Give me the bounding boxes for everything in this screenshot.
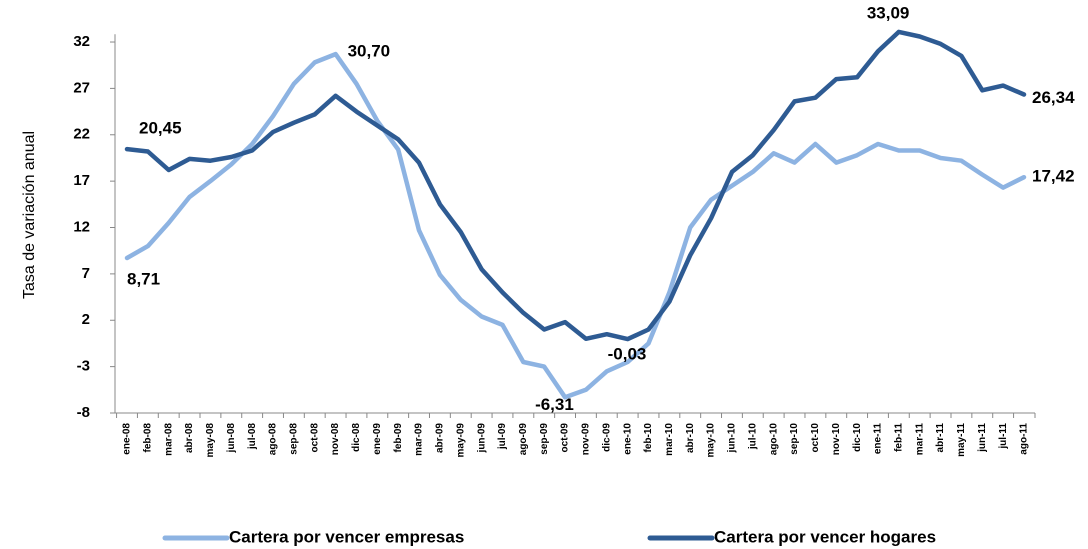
x-tick-label: abr-08 (184, 423, 195, 453)
x-tick-label: ago-09 (518, 423, 529, 456)
x-tick-label: oct-09 (560, 423, 571, 453)
data-label: 33,09 (867, 3, 910, 22)
x-tick-label: mar-08 (163, 423, 174, 456)
x-tick-label: ene-08 (122, 423, 133, 455)
data-label: 26,34 (1032, 88, 1075, 107)
x-tick-label: dic-08 (351, 423, 362, 452)
x-tick-label: abr-11 (935, 423, 946, 453)
data-label: 20,45 (139, 119, 182, 138)
x-tick-label: feb-09 (393, 423, 404, 453)
x-tick-label: may-08 (205, 423, 216, 458)
x-tick-label: jul-09 (497, 423, 508, 451)
y-tick-label: 22 (73, 126, 90, 143)
x-tick-label: nov-10 (831, 423, 842, 456)
x-tick-label: oct-08 (309, 423, 320, 453)
data-label: 8,71 (127, 270, 160, 289)
x-tick-label: ago-11 (1019, 423, 1030, 455)
x-tick-label: dic-10 (852, 423, 863, 452)
x-tick-label: may-11 (956, 423, 967, 457)
x-tick-label: jul-08 (247, 423, 258, 451)
x-tick-label: abr-09 (435, 423, 446, 453)
x-tick-label: ago-10 (768, 423, 779, 456)
x-tick-label: jun-09 (476, 423, 487, 454)
x-tick-label: oct-10 (810, 423, 821, 453)
x-tick-label: ago-08 (268, 423, 279, 456)
x-tick-label: jul-11 (998, 423, 1009, 450)
x-tick-label: feb-10 (643, 423, 654, 453)
data-label: -6,31 (535, 395, 574, 414)
y-tick-label: 7 (82, 265, 90, 282)
y-tick-label: -3 (77, 358, 90, 375)
x-tick-label: sep-09 (539, 423, 550, 455)
x-tick-label: nov-09 (581, 423, 592, 456)
legend-label: Cartera por vencer empresas (229, 527, 464, 546)
x-tick-label: mar-11 (914, 423, 925, 456)
legend-label: Cartera por vencer hogares (714, 527, 936, 546)
x-tick-label: mar-09 (414, 423, 425, 456)
y-tick-label: 32 (73, 33, 90, 50)
y-axis-label: Tasa de variación anual (21, 131, 38, 299)
x-tick-label: may-09 (455, 423, 466, 458)
x-tick-label: jun-08 (226, 423, 237, 454)
x-tick-label: ene-10 (622, 423, 633, 455)
series-line (124, 51, 1027, 400)
x-tick-label: mar-10 (664, 423, 675, 456)
x-tick-label: jul-10 (747, 423, 758, 451)
data-label: 30,70 (348, 42, 391, 61)
x-tick-label: may-10 (706, 423, 717, 458)
y-tick-label: 12 (73, 218, 90, 235)
x-tick-label: feb-11 (893, 423, 904, 452)
x-tick-label: abr-10 (685, 423, 696, 453)
data-label: -0,03 (608, 345, 647, 364)
y-tick-label: -8 (77, 404, 90, 421)
data-label: 17,42 (1032, 167, 1075, 186)
series-line (124, 29, 1027, 342)
x-tick-label: ene-09 (372, 423, 383, 455)
x-tick-label: nov-08 (330, 423, 341, 456)
x-tick-label: dic-09 (601, 423, 612, 452)
y-tick-label: 2 (82, 311, 90, 328)
x-tick-label: jun-10 (727, 423, 738, 454)
x-tick-label: jun-11 (977, 423, 988, 453)
x-tick-label: sep-08 (289, 423, 300, 455)
y-tick-label: 27 (73, 79, 90, 96)
x-tick-label: ene-11 (873, 423, 884, 455)
x-tick-label: feb-08 (143, 423, 154, 453)
x-tick-label: sep-10 (789, 423, 800, 455)
y-tick-label: 17 (73, 172, 90, 189)
